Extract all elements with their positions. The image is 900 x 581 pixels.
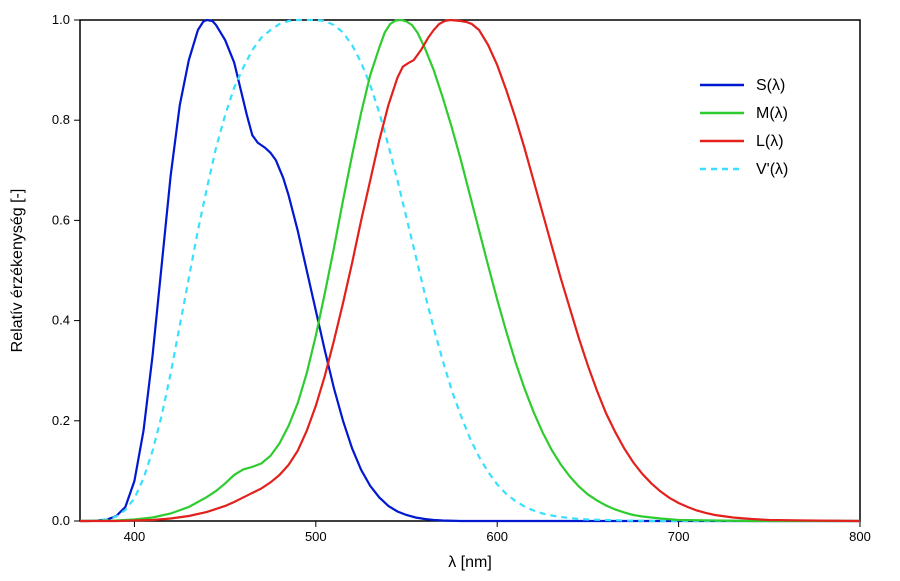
chart-container: 400 500 600 700 800 0.0 0.2 0.4 0.6 0.8 1.0 λ [nm] R…: [0, 0, 900, 581]
legend-label: S(λ): [756, 77, 785, 94]
x-tick-label: 800: [849, 529, 871, 544]
x-axis-label: λ [nm]: [448, 554, 492, 571]
y-tick-label: 0.0: [52, 513, 70, 528]
sensitivity-chart: 400 500 600 700 800 0.0 0.2 0.4 0.6 0.8 1.0 λ [nm] R…: [0, 0, 900, 581]
x-tick-label: 500: [305, 529, 327, 544]
y-tick-label: 0.2: [52, 413, 70, 428]
x-tick-label: 600: [486, 529, 508, 544]
y-tick-label: 1.0: [52, 12, 70, 27]
x-tick-label: 400: [124, 529, 146, 544]
y-tick-label: 0.8: [52, 112, 70, 127]
legend-label: V'(λ): [756, 161, 788, 178]
legend-label: L(λ): [756, 133, 784, 150]
x-tick-label: 700: [668, 529, 690, 544]
legend-label: M(λ): [756, 105, 788, 122]
y-axis-label: Relatív érzékenység [-]: [9, 189, 26, 353]
y-tick-label: 0.4: [52, 313, 70, 328]
y-tick-label: 0.6: [52, 212, 70, 227]
